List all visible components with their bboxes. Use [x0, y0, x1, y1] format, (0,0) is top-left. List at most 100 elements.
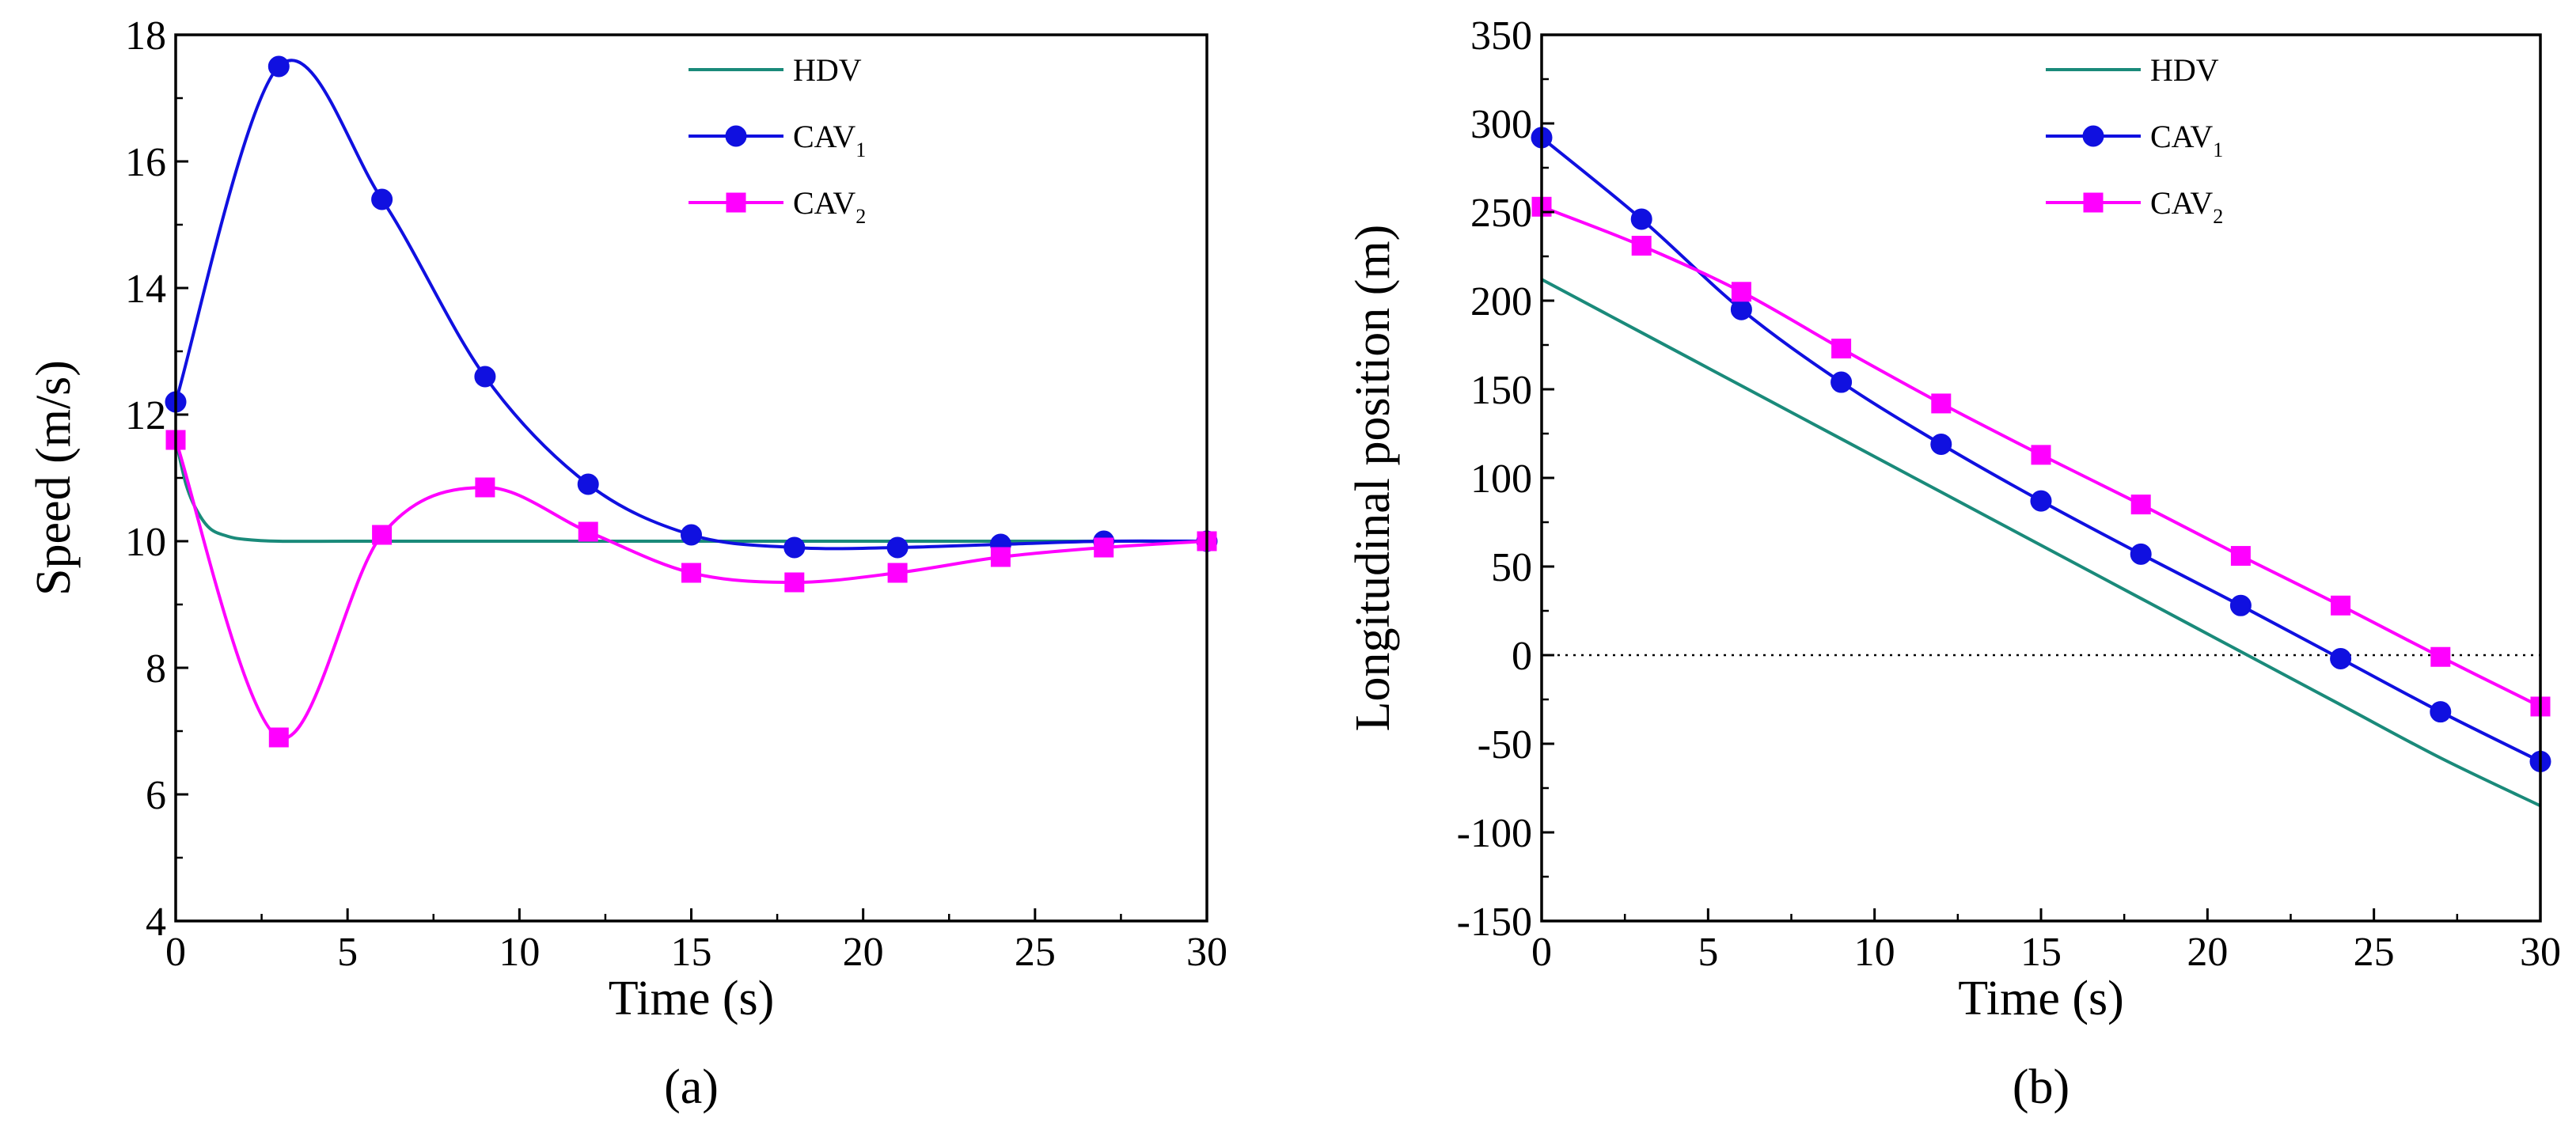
legend-subscript: 2	[856, 205, 866, 228]
y-tick-label: 10	[125, 520, 166, 565]
legend-label: CAV1	[2150, 119, 2223, 161]
x-tick-label: 30	[2520, 930, 2561, 975]
legend-subscript: 1	[2213, 138, 2223, 161]
legend-marker	[2082, 125, 2104, 147]
x-tick-label: 0	[1531, 930, 1552, 975]
legend-entry-hdv: HDV	[2046, 52, 2219, 88]
series-cav2-point-3	[475, 477, 495, 498]
y-tick-label: 16	[125, 140, 166, 185]
y-axis-label: Longitudinal position (m)	[1346, 225, 1400, 732]
y-tick-label: 100	[1470, 457, 1532, 502]
y-tick-label: 12	[125, 393, 166, 438]
x-tick-label: 0	[165, 930, 186, 975]
plot-frame	[1540, 33, 2542, 923]
series-cav2-point-1	[268, 727, 289, 748]
series-cav1-point-4	[577, 473, 599, 495]
series-cav1-point-2	[1730, 298, 1752, 320]
series-cav2-point-5	[681, 563, 701, 583]
series-cav2-point-3	[1831, 338, 1852, 358]
y-tick-label: 14	[125, 267, 166, 312]
x-tick-label: 20	[2187, 930, 2228, 975]
legend-entry-cav2: CAV2	[689, 185, 866, 228]
y-tick-label: 4	[146, 900, 166, 945]
series-cav2-point-7	[887, 563, 908, 583]
series-cav2-point-2	[1731, 282, 1751, 302]
panel-b: 0 5 10 15 20 25 30 -150 -100 -50 0 50 100 150 200 250 30…	[1346, 13, 2561, 1114]
y-tick-label: -100	[1457, 811, 1532, 856]
series-cav1-point-6	[783, 536, 806, 559]
series-cav2	[1531, 196, 2551, 717]
y-tick-label: 250	[1470, 191, 1532, 236]
y-tick-label: 18	[125, 13, 166, 59]
series-cav1-point-2	[371, 188, 393, 210]
series-cav2-point-9	[2430, 646, 2451, 667]
legend-subscript: 2	[2213, 205, 2223, 228]
series-cav1-point-3	[474, 366, 496, 388]
series-cav1	[165, 55, 1218, 559]
panel-label: (a)	[664, 1060, 719, 1114]
legend-subscript: 1	[856, 138, 866, 161]
series-cav1-point-7	[2229, 594, 2252, 616]
y-tick-label: 300	[1470, 102, 1532, 147]
series-hdv	[174, 439, 1207, 544]
legend-label: CAV2	[2150, 185, 2223, 228]
series-cav1-point-1	[267, 55, 290, 78]
legend: HDV CAV1 CAV2	[689, 52, 866, 228]
x-tick-label: 20	[843, 930, 884, 975]
legend-entry-cav2: CAV2	[2046, 185, 2223, 228]
series-cav2-point-7	[2230, 546, 2251, 567]
legend-entry-hdv: HDV	[689, 52, 862, 88]
x-tick-label: 10	[1854, 930, 1895, 975]
series-cav1-point-7	[886, 536, 909, 559]
legend-entry-cav1: CAV1	[2046, 119, 2223, 161]
x-tick-label: 25	[1015, 930, 1056, 975]
series-cav2-point-4	[578, 521, 598, 542]
legend-label: CAV1	[793, 119, 866, 161]
x-tick-label: 5	[1698, 930, 1718, 975]
y-tick-label: -50	[1478, 722, 1532, 767]
series-hdv-line	[1541, 278, 2541, 808]
x-axis-label: Time (s)	[1958, 972, 2124, 1025]
series-cav2-point-6	[2130, 495, 2151, 515]
panel-label: (b)	[2013, 1060, 2070, 1114]
legend-entry-cav1: CAV1	[689, 119, 866, 161]
series-hdv	[1541, 278, 2541, 808]
series-cav2-line	[174, 439, 1208, 741]
x-tick-label: 25	[2354, 930, 2395, 975]
legend-label: CAV2	[793, 185, 866, 228]
series-cav2-point-8	[990, 547, 1011, 567]
series-cav2-point-2	[372, 525, 393, 545]
legend: HDV CAV1 CAV2	[2046, 52, 2223, 228]
y-tick-label: 50	[1491, 545, 1532, 590]
y-tick-label: -150	[1457, 900, 1532, 945]
series-cav1-point-4	[1930, 433, 1952, 455]
plot-frame	[174, 33, 1208, 923]
legend-marker	[2083, 192, 2104, 213]
series-cav1-point-8	[2330, 647, 2352, 669]
series-cav2-point-6	[784, 572, 805, 593]
y-tick-label: 0	[1512, 634, 1532, 679]
x-tick-label: 15	[671, 930, 712, 975]
legend-marker	[725, 125, 747, 147]
series-cav1-point-5	[2030, 490, 2052, 512]
series-cav1-point-6	[2130, 543, 2152, 565]
series-cav2-point-9	[1094, 537, 1114, 558]
series-cav1-point-3	[1831, 371, 1853, 393]
series-cav2-point-8	[2331, 595, 2351, 616]
y-tick-label: 150	[1470, 368, 1532, 413]
y-tick-label: 200	[1470, 279, 1532, 324]
series-cav2-point-5	[2031, 445, 2051, 465]
y-tick-label: 6	[146, 773, 166, 818]
series-cav1-line	[174, 59, 1208, 551]
series-cav1-point-9	[2430, 701, 2452, 723]
series-cav2-point-1	[1631, 236, 1652, 256]
series-cav2-point-4	[1931, 393, 1952, 414]
series-hdv-line	[174, 439, 1207, 544]
legend-label: HDV	[2150, 52, 2219, 88]
series-cav1-point-1	[1630, 208, 1652, 230]
legend-label: HDV	[793, 52, 862, 88]
x-tick-label: 15	[2020, 930, 2062, 975]
y-tick-label: 350	[1470, 13, 1532, 59]
